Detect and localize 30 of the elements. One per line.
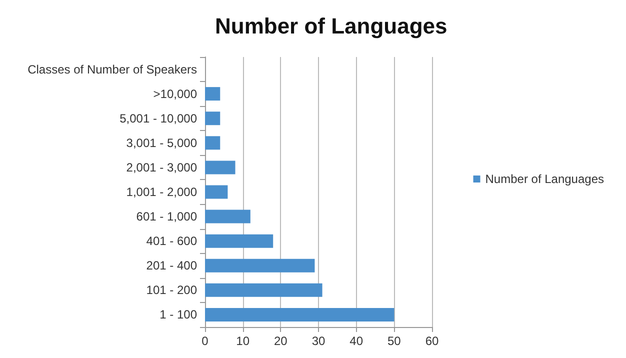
y-tick-label: 601 - 1,000 xyxy=(136,210,198,224)
y-tick-label: 401 - 600 xyxy=(146,234,198,248)
chart-title: Number of Languages xyxy=(215,14,448,38)
bar xyxy=(205,308,394,322)
x-tick-label: 60 xyxy=(425,334,439,348)
x-tick-label: 30 xyxy=(312,334,326,348)
y-tick-label: 201 - 400 xyxy=(146,258,198,273)
x-tick-label: 0 xyxy=(202,334,209,348)
bar xyxy=(205,283,322,297)
bar xyxy=(205,234,274,248)
bar xyxy=(205,258,315,272)
legend-label: Number of Languages xyxy=(485,172,604,186)
x-tick-label: 50 xyxy=(387,334,402,348)
y-tick-label: 2,001 - 3,000 xyxy=(126,160,198,174)
x-tick-label: 40 xyxy=(350,334,364,348)
bar xyxy=(205,136,220,150)
y-tick-label: 101 - 200 xyxy=(146,283,198,298)
bar xyxy=(205,112,220,126)
bar xyxy=(205,160,236,174)
bar xyxy=(205,87,220,101)
bar xyxy=(205,210,250,224)
y-tick-label: >10,000 xyxy=(153,86,198,101)
y-tick-label: 5,001 - 10,000 xyxy=(120,111,198,126)
y-tick-label: Classes of Number of Speakers xyxy=(28,62,197,76)
y-tick-label: 1,001 - 2,000 xyxy=(126,185,198,199)
bar xyxy=(205,185,228,199)
x-tick-label: 20 xyxy=(274,334,288,348)
y-tick-label: 3,001 - 5,000 xyxy=(126,136,198,150)
y-tick-label: 1 - 100 xyxy=(160,308,198,322)
x-tick-label: 10 xyxy=(236,334,250,348)
